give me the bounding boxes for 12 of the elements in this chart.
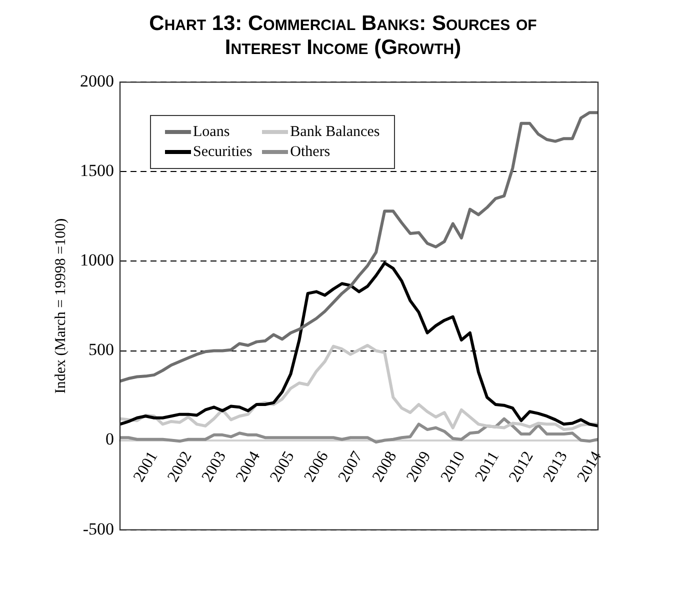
legend-label: Loans xyxy=(193,123,230,142)
y-tick-label: 0 xyxy=(106,430,114,449)
legend-label: Others xyxy=(290,143,330,162)
chart-title: Chart 13: Commercial Banks: Sources of Interest Income (Growth) xyxy=(148,12,538,60)
legend-label: Bank Balances xyxy=(290,123,380,142)
y-tick-label: 500 xyxy=(88,340,114,360)
y-tick-label: -500 xyxy=(82,519,114,538)
legend-label: Securities xyxy=(193,143,252,162)
y-tick-label: 2000 xyxy=(80,72,114,91)
y-tick-label: 1000 xyxy=(80,250,114,270)
y-axis-title: Index (March = 19998 =100) xyxy=(52,218,69,394)
y-tick-label: 1500 xyxy=(80,161,114,180)
